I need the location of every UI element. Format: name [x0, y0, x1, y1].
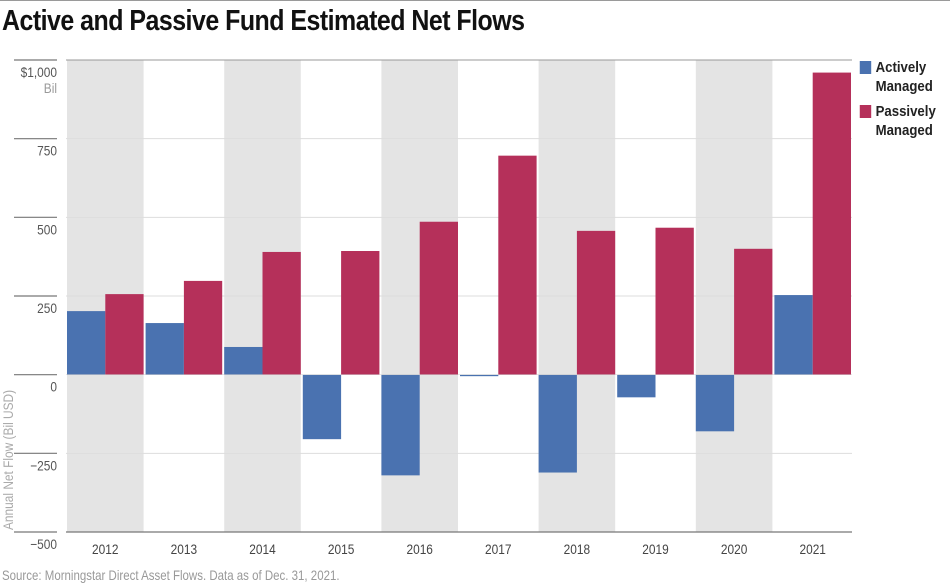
bar-active-2015: [302, 374, 342, 440]
y-tick-label: −500: [30, 536, 57, 552]
y-tick-label: 750: [37, 143, 57, 159]
bar-passive-2013: [183, 280, 223, 375]
x-tick-label: 2020: [721, 541, 747, 557]
y-tick-label: 0: [50, 379, 57, 395]
x-tick-label: 2017: [485, 541, 511, 557]
legend: Actively Managed Passively Managed: [858, 58, 950, 146]
legend-label-passive-2: Managed: [875, 122, 933, 139]
bar-active-2014: [224, 346, 263, 375]
bar-passive-2017: [498, 155, 537, 375]
bar-passive-2016: [419, 221, 458, 375]
bar-active-2019: [617, 374, 656, 398]
bar-passive-2020: [734, 248, 773, 375]
legend-swatch-active: [859, 61, 872, 74]
y-tick-label: $1,000: [21, 64, 57, 80]
y-tick-label: 250: [37, 300, 57, 316]
x-tick-label: 2014: [249, 541, 275, 557]
y-unit-label: Bil: [44, 80, 57, 96]
bar-passive-2012: [105, 294, 144, 375]
bar-passive-2019: [655, 227, 694, 375]
legend-label-active-2: Managed: [875, 78, 933, 95]
bar-passive-2015: [341, 251, 380, 375]
bar-active-2018: [538, 374, 577, 473]
y-tick-label: −250: [30, 457, 57, 473]
bar-active-2021: [774, 295, 813, 375]
bar-active-2013: [145, 323, 184, 375]
x-tick-label: 2015: [328, 541, 354, 557]
x-tick-label: 2012: [92, 541, 118, 557]
bar-active-2016: [381, 374, 420, 476]
legend-label-active-1: Actively: [875, 59, 927, 76]
x-tick-label: 2018: [564, 541, 590, 557]
bar-active-2020: [695, 374, 735, 432]
bar-active-2012: [67, 311, 106, 375]
x-tick-label: 2016: [406, 541, 432, 557]
legend-item-active: Actively Managed: [858, 58, 950, 96]
bar-passive-2014: [262, 251, 301, 375]
source-note: Source: Morningstar Direct Asset Flows. …: [2, 567, 340, 583]
x-tick-label: 2019: [642, 541, 668, 557]
bar-passive-2018: [576, 230, 616, 375]
y-tick-label: 500: [37, 221, 57, 237]
y-axis-title: Annual Net Flow (Bil USD): [0, 390, 16, 530]
chart-title: Active and Passive Fund Estimated Net Fl…: [2, 5, 525, 37]
bar-passive-2021: [812, 72, 851, 375]
x-tick-label: 2021: [799, 541, 825, 557]
x-tick-label: 2013: [171, 541, 197, 557]
top-rule: [0, 0, 950, 1]
bar-active-2017: [460, 374, 499, 377]
legend-swatch-passive: [859, 105, 872, 118]
legend-item-passive: Passively Managed: [858, 102, 950, 140]
legend-label-passive-1: Passively: [875, 103, 936, 120]
